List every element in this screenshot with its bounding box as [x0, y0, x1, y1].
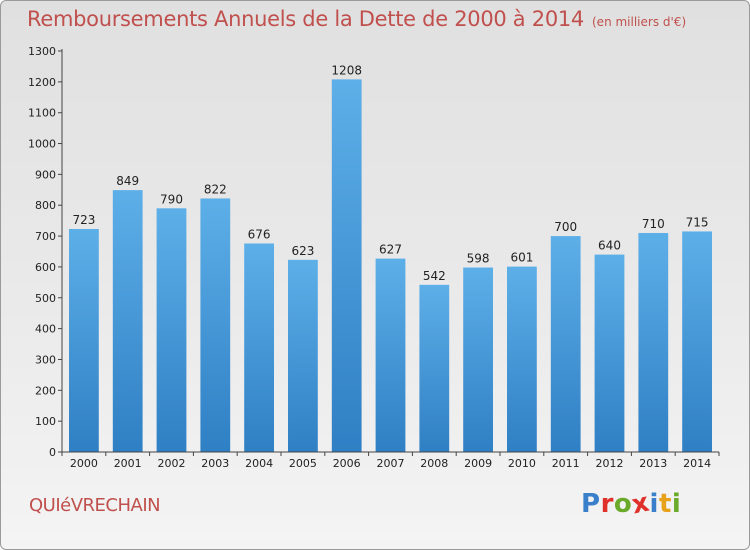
value-label-2007: 627 [379, 243, 402, 257]
value-label-2010: 601 [510, 251, 533, 265]
y-tick-label: 1100 [28, 107, 56, 120]
bar-2013 [638, 232, 669, 452]
x-tick-label-2012: 2012 [596, 457, 624, 470]
y-tick-label: 100 [35, 415, 56, 428]
bar-2008 [419, 284, 450, 452]
x-tick-label-2001: 2001 [114, 457, 142, 470]
y-tick-label: 1000 [28, 138, 56, 151]
value-label-2002: 790 [160, 192, 183, 206]
y-tick-label: 800 [35, 199, 56, 212]
y-tick-label: 600 [35, 261, 56, 274]
x-tick-label-2011: 2011 [552, 457, 580, 470]
x-tick-label-2009: 2009 [464, 457, 492, 470]
y-axis: 0 100 200 300 400 500 600 700 800 900 1000 1100 1200… [28, 45, 63, 459]
y-tick-label: 500 [35, 292, 56, 305]
value-label-2012: 640 [598, 239, 621, 253]
y-tick-label: 300 [35, 353, 56, 366]
chart-title: Remboursements Annuels de la Dette de 20… [27, 7, 686, 31]
x-tick-label-2000: 2000 [70, 457, 98, 470]
logo-letter: r [600, 489, 614, 519]
value-label-2000: 723 [72, 213, 95, 227]
bar-2014 [682, 231, 712, 452]
bar-2010 [507, 266, 537, 452]
value-label-2013: 710 [642, 217, 665, 231]
bar-2009 [463, 267, 493, 452]
x-tick-label-2005: 2005 [289, 457, 317, 470]
chart-title-text: Remboursements Annuels de la Dette de 20… [27, 7, 584, 31]
bar-2004 [244, 243, 274, 452]
value-label-2001: 849 [116, 174, 139, 188]
value-label-2006: 1208 [331, 63, 362, 77]
logo-letter: P [581, 489, 601, 519]
bar-2005 [288, 259, 318, 452]
y-tick-label: 400 [35, 323, 56, 336]
x-tick-label-2004: 2004 [245, 457, 273, 470]
bar-2002 [156, 208, 187, 452]
value-label-2005: 623 [291, 244, 314, 258]
x-tick-label-2003: 2003 [201, 457, 229, 470]
x-tick-label-2008: 2008 [420, 457, 448, 470]
y-tick-label: 200 [35, 384, 56, 397]
commune-name: QUIéVRECHAIN [29, 495, 161, 516]
bar-2000 [69, 228, 99, 452]
x-tick-label-2013: 2013 [639, 457, 667, 470]
bar-2003 [200, 198, 231, 452]
y-tick-label: 1300 [28, 45, 56, 58]
bar-2012 [594, 254, 625, 452]
proxiti-logo: Proxiti [581, 488, 682, 521]
value-label-2004: 676 [248, 227, 271, 241]
value-label-2014: 715 [686, 215, 709, 229]
logo-letter: i [671, 489, 682, 519]
x-tick-label-2002: 2002 [158, 457, 186, 470]
x-tick-label-2007: 2007 [377, 457, 405, 470]
bar-2001 [112, 190, 143, 452]
bars: 723 849 790 822 676 623 1208 627 542 598 601 700 640… [69, 63, 712, 452]
bar-2006 [331, 79, 362, 452]
logo-letter: i [649, 489, 659, 519]
chart-subtitle: (en milliers d'€) [592, 15, 687, 29]
value-label-2009: 598 [467, 252, 490, 266]
bar-chart: 0 100 200 300 400 500 600 700 800 900 1000 1100 1200… [28, 45, 720, 470]
value-label-2003: 822 [204, 182, 227, 196]
bar-2011 [550, 236, 581, 452]
x-axis: 2000 2001 2002 2003 2004 2005 2006 2007 2008 2009… [61, 451, 720, 470]
x-tick-label-2006: 2006 [333, 457, 361, 470]
y-tick-label: 0 [49, 446, 56, 459]
x-tick-label-2014: 2014 [683, 457, 711, 470]
logo-letter: t [658, 489, 672, 519]
logo-letter: o [613, 489, 633, 519]
y-tick-label: 1200 [28, 76, 56, 89]
y-tick-label: 900 [35, 168, 56, 181]
bar-2007 [375, 258, 406, 452]
x-tick-label-2010: 2010 [508, 457, 536, 470]
value-label-2011: 700 [554, 220, 577, 234]
value-label-2008: 542 [423, 269, 446, 283]
y-tick-label: 700 [35, 230, 56, 243]
